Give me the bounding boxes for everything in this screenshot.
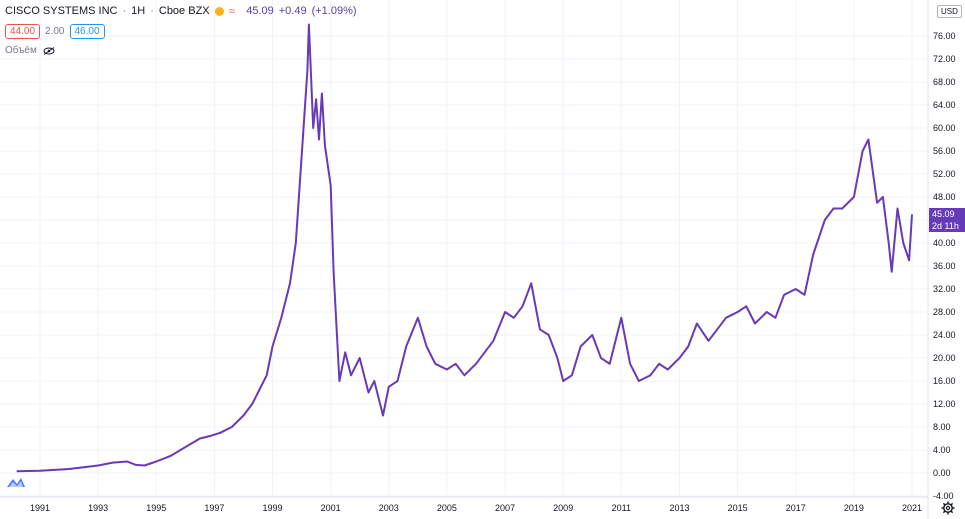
- tradingview-logo-icon[interactable]: [6, 474, 26, 490]
- price-tick-label: 52.00: [933, 169, 956, 179]
- time-tick-label: 2009: [553, 503, 573, 513]
- volume-indicator[interactable]: Объём: [5, 45, 55, 56]
- spread-value: 2.00: [45, 26, 65, 37]
- price-tag: 45.09: [929, 207, 965, 220]
- price-tick-label: 64.00: [933, 100, 956, 110]
- price-tick-label: 32.00: [933, 284, 956, 294]
- time-tick-label: 2015: [728, 503, 748, 513]
- wave-icon: ≈: [228, 3, 236, 18]
- price-tick-label: 12.00: [933, 399, 956, 409]
- grid: [0, 0, 928, 497]
- price-tick-label: 76.00: [933, 31, 956, 41]
- price-line: [16, 23, 913, 473]
- last-price: 45.09: [246, 5, 274, 17]
- time-tick-label: 2007: [495, 503, 515, 513]
- eye-off-icon[interactable]: [43, 46, 55, 55]
- time-tick-label: 2005: [437, 503, 457, 513]
- header-separator: ·: [150, 5, 154, 17]
- price-tick-label: 72.00: [933, 54, 956, 64]
- time-tick-label: 1997: [204, 503, 224, 513]
- time-tick-label: 2017: [786, 503, 806, 513]
- price-tick-label: 56.00: [933, 146, 956, 156]
- header-separator: ·: [122, 5, 127, 17]
- price-tick-label: 4.00: [933, 445, 951, 455]
- price-tick-label: 40.00: [933, 238, 956, 248]
- price-tick-label: 0.00: [933, 468, 951, 478]
- price-tick-label: -4.00: [933, 491, 954, 501]
- time-tick-label: 2013: [669, 503, 689, 513]
- price-change: +0.49: [278, 5, 307, 17]
- time-tick-label: 2003: [379, 503, 399, 513]
- time-tick-label: 1995: [146, 503, 166, 513]
- price-tick-label: 28.00: [933, 307, 956, 317]
- price-axis[interactable]: -4.00 0.00 4.00 8.00 12.00 16.00 20.00 24.00 28.…: [933, 31, 956, 501]
- gear-icon[interactable]: [941, 501, 955, 515]
- countdown-tag: 2d 11h: [929, 219, 965, 232]
- time-axis[interactable]: 1991 1993 1995 1997 1999 2001 2003 2005 2007 2009…: [30, 503, 922, 513]
- chart-header: CISCO SYSTEMS INC · 1H · Cboe BZX ≈ 45.0…: [5, 3, 357, 18]
- exchange-label: Cboe BZX: [158, 5, 210, 17]
- time-tick-label: 2021: [902, 503, 922, 513]
- ask-button[interactable]: 46.00: [69, 24, 105, 39]
- symbol-name[interactable]: CISCO SYSTEMS INC: [5, 5, 118, 17]
- time-tick-label: 1993: [88, 503, 108, 513]
- price-tick-label: 20.00: [933, 353, 956, 363]
- time-tick-label: 2011: [612, 503, 631, 513]
- interval-label[interactable]: 1H: [131, 5, 146, 17]
- sun-icon: [214, 6, 224, 16]
- time-tick-label: 2019: [844, 503, 864, 513]
- price-tick-label: 68.00: [933, 77, 956, 87]
- time-tick-label: 2001: [321, 503, 341, 513]
- time-tick-label: 1999: [263, 503, 283, 513]
- price-tick-label: 8.00: [933, 422, 951, 432]
- price-change-pct: (+1.09%): [311, 5, 357, 17]
- price-tick-label: 36.00: [933, 261, 956, 271]
- currency-label[interactable]: USD: [937, 5, 962, 18]
- volume-label: Объём: [5, 45, 37, 56]
- price-tick-label: 48.00: [933, 192, 956, 202]
- bid-button[interactable]: 44.00: [5, 24, 41, 39]
- price-tick-label: 16.00: [933, 376, 956, 386]
- quote-boxes: 44.00 2.00 46.00: [5, 24, 105, 39]
- price-tick-label: 60.00: [933, 123, 956, 133]
- time-tick-label: 1991: [30, 503, 50, 513]
- price-tick-label: 24.00: [933, 330, 956, 340]
